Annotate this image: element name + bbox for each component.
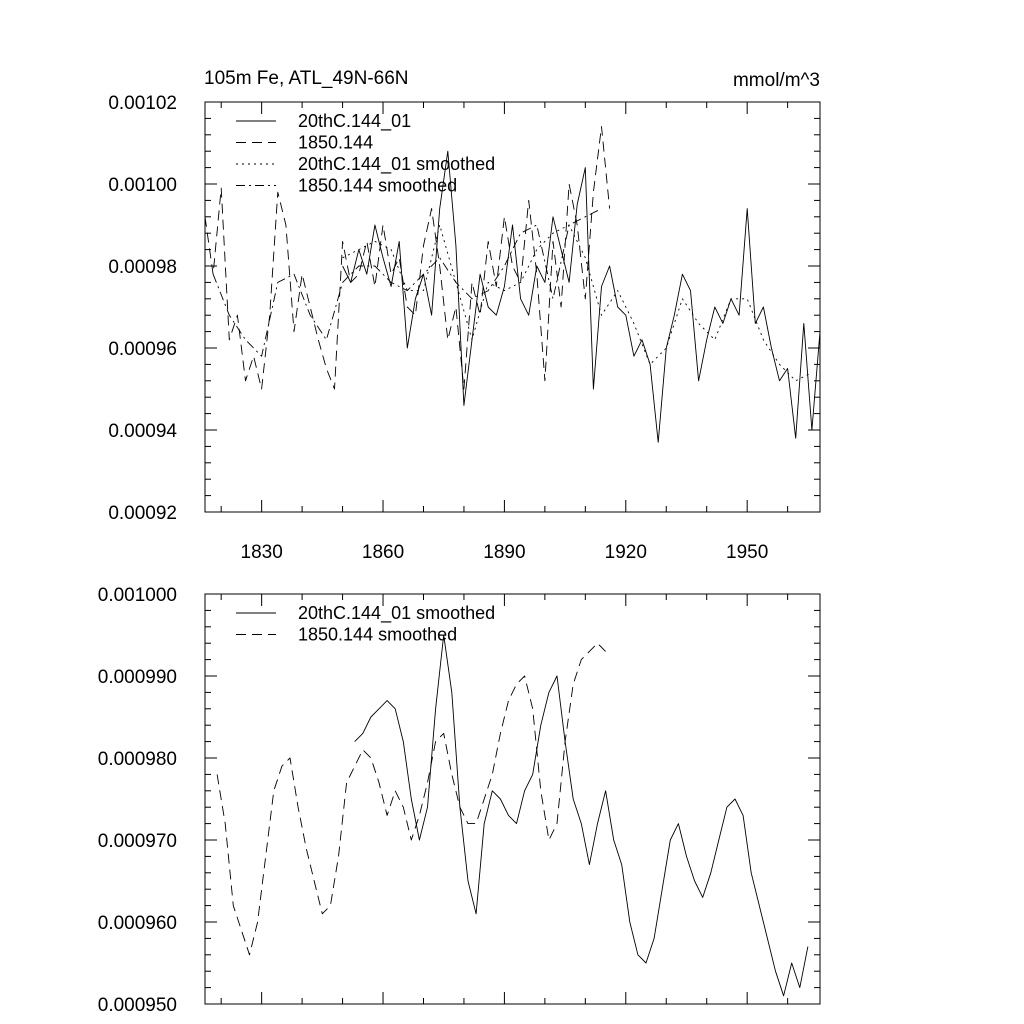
y-tick-label: 0.001000 (98, 585, 177, 606)
series-line-2 (216, 642, 606, 956)
units-label: mmol/m^3 (733, 70, 820, 91)
y-tick-label: 0.00096 (108, 339, 177, 360)
y-tick-label: 0.00094 (108, 421, 177, 442)
bottom-axis-ticks (205, 593, 820, 1005)
bottom-axis-tick-labels: 0.000950 0.000960 0.000970 0.000980 0.000990… (98, 585, 177, 1016)
y-tick-label: 0.00102 (108, 93, 177, 114)
x-tick-label: 1950 (726, 542, 768, 563)
legend-label: 1850.144 (298, 133, 373, 153)
y-tick-label: 0.000960 (98, 913, 177, 934)
series-line-1 (354, 634, 809, 997)
y-tick-label: 0.000980 (98, 749, 177, 770)
top-axis-ticks (205, 101, 820, 513)
series-line-3 (342, 224, 813, 382)
series-line-2 (205, 126, 611, 390)
top-axis-tick-labels: 1830 1860 1890 1920 1950 0.00092 0.00094 0.0009… (108, 93, 768, 563)
top-chart-panel: 105m Fe, ATL_49N-66N mmol/m^3 1830 1860 18… (108, 68, 821, 563)
y-tick-label: 0.000990 (98, 667, 177, 688)
x-tick-label: 1830 (241, 542, 283, 563)
chart-title: 105m Fe, ATL_49N-66N (204, 68, 409, 89)
y-tick-label: 0.000950 (98, 995, 177, 1016)
legend-label: 20thC.144_01 smoothed (298, 603, 495, 624)
bottom-plot-frame (204, 593, 821, 1005)
series-line-1 (342, 150, 820, 443)
y-tick-label: 0.00092 (108, 503, 177, 524)
top-plot-frame (204, 101, 821, 513)
x-tick-label: 1920 (605, 542, 647, 563)
y-tick-label: 0.00100 (108, 175, 177, 196)
legend-label: 20thC.144_01 smoothed (298, 154, 495, 175)
legend-label: 20thC.144_01 (298, 111, 411, 132)
y-tick-label: 0.00098 (108, 257, 177, 278)
series-line-4 (212, 208, 602, 357)
top-series-group (205, 126, 820, 443)
y-tick-label: 0.000970 (98, 831, 177, 852)
x-tick-label: 1890 (483, 542, 525, 563)
legend-label: 1850.144 smoothed (298, 625, 457, 645)
x-tick-label: 1860 (362, 542, 404, 563)
legend-label: 1850.144 smoothed (298, 176, 457, 196)
bottom-chart-panel: 0.000950 0.000960 0.000970 0.000980 0.000990… (98, 585, 821, 1016)
bottom-series-group (216, 634, 809, 997)
